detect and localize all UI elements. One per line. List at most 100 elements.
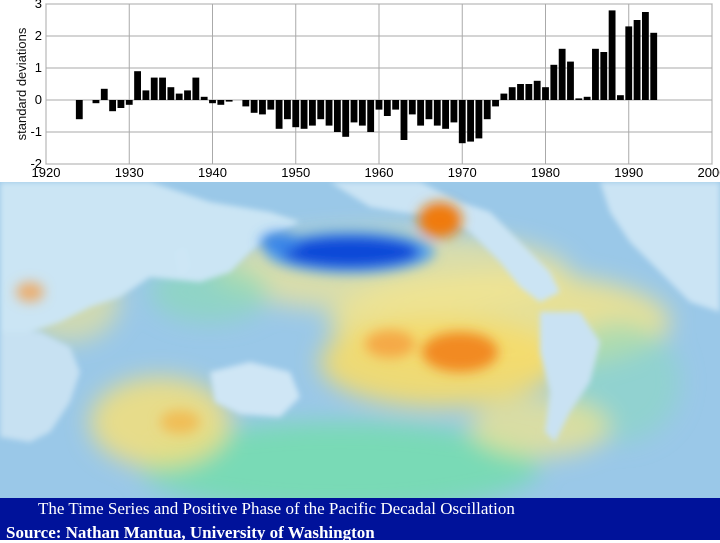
bar [75,100,83,120]
bar [575,98,583,100]
caption-bar: The Time Series and Positive Phase of th… [0,498,720,542]
bar [333,100,341,132]
x-tick-label: 1920 [32,165,61,180]
bar [467,100,474,142]
cool-anomaly-southern-ocean [140,422,540,498]
warm-anomaly-indian-core [160,410,200,434]
bar [109,100,117,112]
x-tick-label: 1960 [365,165,394,180]
bar [125,100,133,105]
x-tick-label: 1970 [448,165,477,180]
bar [367,100,375,132]
warm-anomaly-central-pacific [365,330,415,358]
x-tick-label: 1930 [115,165,144,180]
y-tick-label: 1 [35,60,42,75]
bar [417,100,425,126]
bar [500,93,508,100]
x-tick-label: 1950 [281,165,310,180]
bar [317,100,325,120]
y-tick-label: -2 [30,156,42,171]
bar [525,84,533,100]
bar [558,48,566,100]
bar [184,90,191,100]
x-tick-label: 1990 [614,165,643,180]
bar [167,87,175,100]
bar [308,100,316,126]
bar [633,20,641,100]
pdo-chart-svg: -2 -1 0 1 2 3 1920 1930 1940 1950 1960 1970 1980 199… [0,0,720,182]
atlantic-land [600,182,720,312]
bar [242,100,250,107]
bar [300,100,308,129]
bar [142,90,150,100]
warm-anomaly-atlantic-coast [16,282,44,302]
x-tick-labels: 1920 1930 1940 1950 1960 1970 1980 1990 2000 [32,165,720,180]
bar [209,100,216,104]
bar [217,100,225,105]
x-tick-label: 1980 [531,165,560,180]
landmasses [0,182,720,442]
y-tick-label: 3 [35,0,42,11]
bar [383,100,391,116]
cold-anomaly-west-tail [260,232,300,252]
japan-land [175,247,190,277]
bar [117,100,125,108]
bar [100,88,108,100]
bar [592,48,599,100]
bar [134,71,141,100]
eurasia-land [0,182,300,332]
bar [292,100,300,128]
x-tick-label: 1940 [198,165,227,180]
caption-source: Source: Nathan Mantua, University of Was… [6,523,375,542]
bar [608,10,616,100]
bar [450,100,458,123]
bar [475,100,483,139]
bar [483,100,491,120]
pdo-sst-anomaly-map [0,182,720,498]
bar [583,96,591,100]
bar [517,84,524,100]
bar [533,80,541,100]
bar [350,100,358,123]
bar [408,100,416,115]
bar [542,87,549,100]
pdo-time-series-chart: -2 -1 0 1 2 3 1920 1930 1940 1950 1960 1970 1980 199… [0,0,720,182]
bar [358,100,366,126]
bar [625,26,633,100]
bar [400,100,408,140]
bar [392,100,400,110]
bar [159,77,166,100]
bars [75,10,658,144]
bar [200,96,208,100]
bar [567,61,574,100]
bar [325,100,333,126]
y-tick-label: 0 [35,92,42,107]
bar [650,32,658,100]
bar [275,100,283,129]
bar [492,100,499,107]
bar [425,100,433,120]
bar [550,64,558,100]
bar [267,100,275,110]
x-tick-label: 2000 [698,165,720,180]
strong-anomalies [16,202,498,434]
cold-anomaly-core [280,236,420,268]
bar [342,100,350,137]
africa-land [0,332,80,442]
y-axis-label: standard deviations [14,27,29,140]
world-map [0,182,720,498]
bar [92,100,100,104]
bar [259,100,266,115]
bar [192,77,200,100]
bar [225,100,233,102]
bar [250,100,258,113]
y-tick-label: -1 [30,124,42,139]
bar [175,93,183,100]
bar [150,77,158,100]
bar [617,95,624,100]
bar [641,12,649,100]
bar [442,100,450,129]
hot-anomaly-gulf-of-alaska [418,202,462,238]
hot-anomaly-tropical-pacific [422,332,498,372]
y-tick-label: 2 [35,28,42,43]
